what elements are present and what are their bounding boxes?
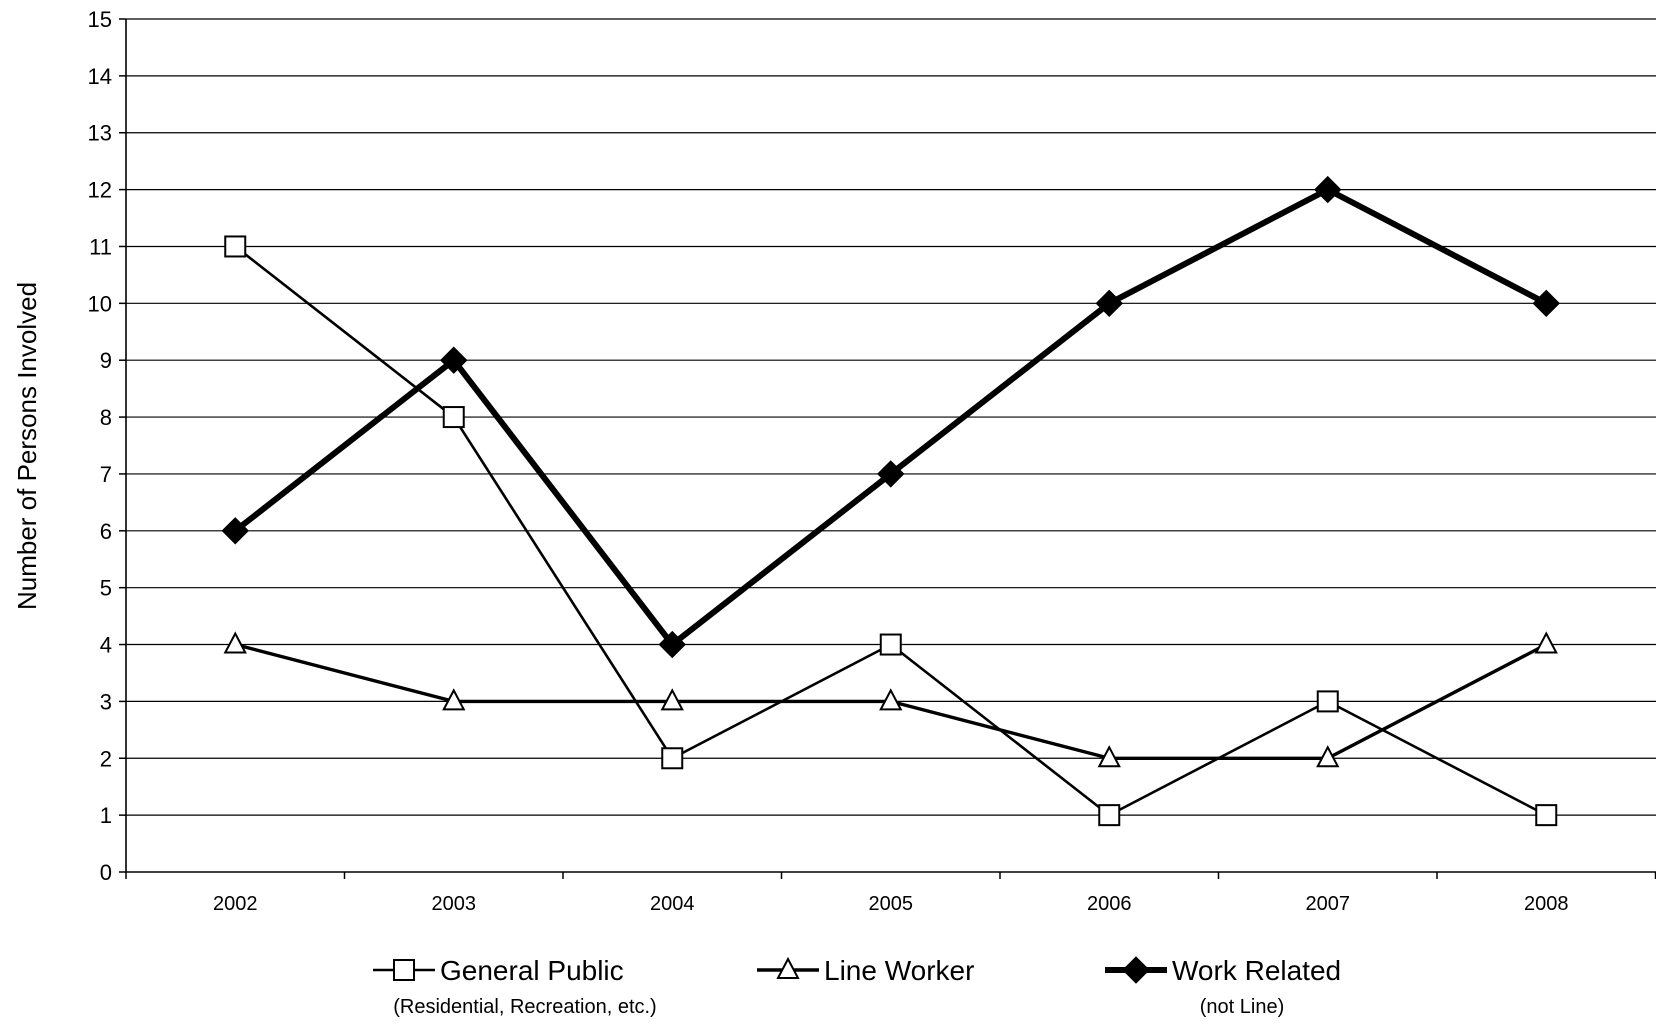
y-tick-label: 14 (88, 64, 112, 89)
series-line-worker (223, 631, 1558, 768)
x-tick-label: 2006 (1087, 893, 1132, 915)
x-tick-label: 2005 (869, 893, 914, 915)
y-tick-label: 7 (100, 462, 112, 487)
x-tick-label: 2003 (432, 893, 477, 915)
y-tick-label: 9 (100, 348, 112, 373)
series-layer (221, 175, 1560, 827)
y-tick-label: 11 (89, 234, 112, 259)
legend: General Public (Residential, Recreation, … (373, 955, 1341, 1018)
legend-label: General Public (440, 955, 624, 986)
y-tick-label: 13 (88, 121, 112, 146)
y-tick-label: 4 (100, 633, 112, 658)
legend-swatch-marker (1122, 956, 1150, 984)
legend-swatch-marker (776, 956, 800, 979)
data-point (1314, 175, 1342, 204)
data-point (223, 631, 247, 654)
data-point (1535, 804, 1558, 827)
legend-swatch-marker (393, 959, 415, 981)
data-point (1316, 690, 1339, 713)
data-point (221, 517, 249, 545)
data-point (1095, 289, 1123, 318)
grid-layer (126, 18, 1656, 816)
legend-item: Line Worker (757, 955, 974, 986)
y-tick-label: 5 (100, 576, 112, 601)
data-point (442, 688, 466, 711)
data-point (658, 630, 686, 659)
y-tick-label: 12 (88, 178, 112, 203)
data-point (661, 747, 684, 770)
data-point (879, 633, 902, 656)
x-tick-label: 2004 (650, 893, 695, 915)
x-tick-label: 2007 (1306, 893, 1351, 915)
y-tick-label: 2 (100, 746, 112, 771)
y-tick-label: 3 (100, 689, 112, 714)
y-axis-title: Number of Persons Involved (12, 282, 42, 610)
x-tick-label: 2002 (213, 893, 258, 915)
legend-sublabel: (not Line) (1200, 996, 1285, 1018)
legend-sublabel: (Residential, Recreation, etc.) (393, 996, 656, 1018)
y-tick-label: 15 (88, 7, 112, 32)
data-point (1534, 631, 1558, 654)
y-tick-label: 8 (100, 405, 112, 430)
legend-label: Line Worker (824, 955, 974, 986)
x-tick-label: 2008 (1524, 893, 1569, 915)
y-tick-label: 1 (100, 803, 112, 828)
data-point (1532, 289, 1560, 318)
y-tick-label: 10 (88, 291, 112, 316)
data-point (442, 406, 465, 429)
data-point (440, 346, 468, 374)
series-general-public (224, 235, 1558, 827)
y-tick-label: 0 (100, 860, 112, 885)
data-point (1097, 745, 1121, 768)
data-point (1316, 745, 1340, 768)
data-point (1098, 804, 1121, 827)
legend-label: Work Related (1172, 955, 1341, 986)
data-point (224, 235, 247, 258)
series-work-related (221, 175, 1560, 659)
y-tick-label: 6 (100, 519, 112, 544)
legend-item: General Public (Residential, Recreation, … (373, 955, 657, 1018)
legend-item: Work Related (not Line) (1105, 955, 1341, 1018)
data-point (877, 460, 905, 488)
data-point (660, 688, 684, 711)
data-point (879, 688, 903, 711)
